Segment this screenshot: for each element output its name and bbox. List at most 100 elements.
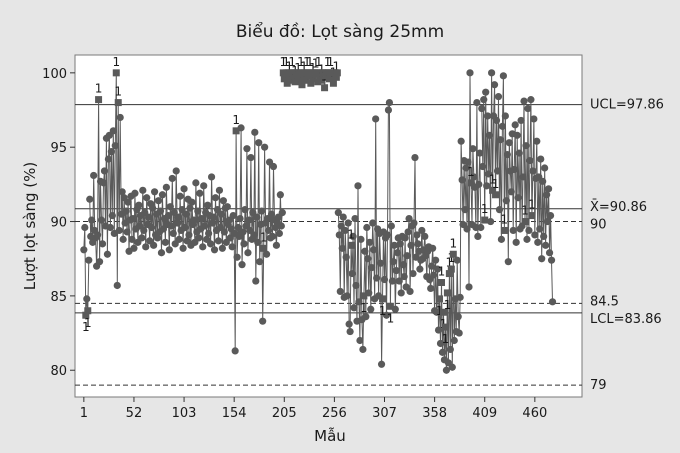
out-of-control-point	[481, 216, 489, 224]
data-point	[228, 243, 236, 251]
data-point	[396, 240, 404, 248]
reference-label-3: 84.5	[590, 294, 619, 309]
data-point	[254, 238, 262, 246]
data-point	[95, 258, 104, 266]
data-point	[97, 216, 106, 224]
data-point	[253, 213, 261, 221]
data-point	[484, 112, 492, 120]
data-point	[548, 298, 557, 306]
out-of-control-point	[449, 250, 457, 258]
data-point	[107, 148, 115, 156]
data-point	[198, 214, 206, 223]
data-point	[116, 113, 124, 122]
data-point	[143, 194, 151, 202]
x-tick-label-256: 256	[322, 406, 347, 421]
out-of-control-point	[318, 76, 326, 84]
data-point	[410, 219, 418, 227]
data-point	[157, 249, 166, 257]
data-point	[487, 217, 495, 226]
data-point	[469, 145, 477, 153]
data-point	[346, 327, 354, 336]
y-tick-label-100: 100	[42, 67, 67, 82]
data-point	[161, 238, 169, 246]
data-point	[465, 283, 473, 291]
data-point	[497, 235, 506, 243]
out-of-control-point	[260, 244, 268, 252]
data-point	[483, 182, 491, 190]
axis-layer: UCL=97.86 X̄=90.86 90 84.5 LCL=83.86 79 80 85 90…	[42, 67, 664, 421]
out-of-control-point	[443, 289, 451, 297]
data-point	[486, 131, 494, 139]
out-of-control-point	[114, 99, 122, 107]
data-point	[247, 154, 255, 162]
data-point	[351, 214, 359, 223]
data-point	[218, 244, 226, 252]
data-point	[176, 192, 184, 200]
data-point	[251, 128, 259, 136]
data-point	[258, 207, 266, 215]
data-point	[192, 179, 200, 187]
data-point	[454, 313, 462, 321]
out-of-control-point	[321, 84, 329, 92]
data-point	[90, 171, 98, 180]
data-point	[369, 219, 377, 227]
out-of-control-label: 1	[501, 212, 509, 226]
data-point	[209, 213, 218, 221]
data-point	[169, 229, 177, 238]
data-point	[537, 155, 545, 163]
data-point	[86, 195, 94, 203]
data-point	[393, 249, 401, 257]
data-point	[514, 194, 522, 202]
out-of-control-point	[528, 212, 536, 220]
data-point	[403, 252, 411, 260]
out-of-control-label: 1	[312, 56, 320, 70]
out-of-control-label: 1	[279, 55, 287, 69]
data-point	[268, 232, 277, 241]
data-point	[148, 223, 156, 232]
data-point	[139, 186, 147, 194]
data-point	[534, 238, 542, 246]
data-point	[129, 214, 137, 223]
data-point	[166, 203, 174, 211]
out-of-control-label: 1	[232, 113, 240, 127]
data-point	[433, 265, 442, 273]
out-of-control-point	[232, 127, 240, 135]
data-point	[442, 366, 451, 374]
out-of-control-point	[283, 79, 291, 87]
data-point	[513, 131, 521, 139]
out-of-control-point	[332, 73, 340, 81]
data-point	[158, 191, 167, 199]
data-point	[275, 229, 283, 238]
data-point	[108, 211, 116, 220]
data-point	[211, 194, 220, 202]
data-point	[517, 116, 525, 125]
out-of-control-label: 1	[282, 55, 290, 69]
out-of-control-point	[489, 186, 497, 194]
data-point	[130, 244, 138, 252]
data-point	[539, 177, 547, 185]
data-point	[509, 226, 517, 235]
data-point	[350, 304, 358, 312]
data-point	[205, 229, 213, 238]
data-point	[511, 121, 519, 129]
out-of-control-label: 1	[260, 230, 268, 244]
data-point	[162, 183, 170, 191]
data-point	[475, 180, 483, 188]
data-point	[498, 122, 507, 130]
data-point	[414, 240, 422, 248]
data-point	[217, 210, 226, 218]
data-point	[519, 173, 527, 181]
data-point	[85, 256, 93, 264]
out-of-control-point	[298, 81, 306, 89]
data-point	[496, 136, 505, 144]
x-tick-label-409: 409	[472, 406, 497, 421]
data-point	[93, 231, 102, 239]
data-point	[547, 256, 556, 264]
data-point	[359, 345, 367, 354]
data-point	[349, 232, 357, 241]
out-of-control-label: 1	[333, 59, 341, 73]
data-point	[427, 284, 435, 293]
y-tick-label-90: 90	[50, 216, 67, 231]
